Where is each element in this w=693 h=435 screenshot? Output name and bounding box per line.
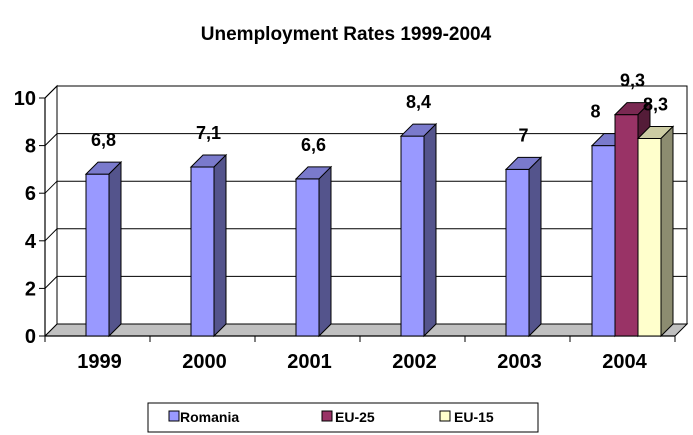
data-label: 8,4 [406, 92, 431, 112]
legend-label-eu25: EU-25 [335, 409, 375, 425]
x-axis-ticks: 1999 2000 2001 2002 2003 2004 [44, 336, 676, 373]
legend-label-romania: Romania [180, 409, 239, 425]
y-tick-label: 6 [25, 183, 36, 205]
bar-side [108, 160, 122, 338]
y-tick-label: 8 [25, 136, 36, 158]
bar-front [591, 145, 616, 337]
legend-swatch-romania [168, 410, 180, 422]
floor [43, 323, 689, 337]
gridline [44, 180, 687, 194]
data-label: 7,1 [196, 123, 221, 143]
x-tick-label: 2001 [287, 351, 332, 373]
legend-swatch-eu25 [321, 410, 333, 422]
back-wall [56, 85, 688, 325]
gridline [44, 275, 687, 289]
data-label: 8 [590, 102, 600, 122]
data-label: 6,6 [301, 135, 326, 155]
legend-label-eu15: EU-15 [454, 409, 494, 425]
legend-box [147, 402, 539, 433]
bar-eu15-2004 [636, 125, 675, 338]
bar-side [528, 156, 542, 338]
bars [84, 101, 675, 338]
x-tick-label: 2004 [602, 351, 647, 373]
bar-romania-2003 [504, 156, 543, 338]
gridline [44, 133, 687, 146]
bar-front [400, 135, 425, 337]
bar-romania-2000 [189, 153, 228, 338]
data-label: 8,3 [643, 94, 668, 114]
bar-front [637, 137, 662, 337]
bar-side [423, 122, 437, 338]
side-wall [44, 84, 58, 338]
bar-front [190, 166, 215, 337]
bar-side [213, 153, 227, 338]
legend: Romania EU-25 EU-15 [147, 402, 539, 433]
gridline [44, 228, 687, 242]
data-label: 9,3 [620, 71, 645, 91]
y-tick-label: 2 [25, 278, 36, 300]
bar-front [505, 168, 530, 337]
bar-romania-2002 [399, 122, 438, 338]
bar-side [318, 165, 332, 338]
y-tick-label: 4 [25, 231, 37, 253]
gridline [44, 85, 687, 99]
bar-front [614, 114, 639, 337]
x-tick-label: 2002 [392, 351, 437, 373]
y-tick-label: 0 [25, 326, 36, 348]
gridlines [44, 85, 687, 289]
bar-front [85, 173, 110, 337]
bar-romania-2001 [294, 165, 333, 338]
y-tick-label: 10 [14, 88, 36, 110]
x-tick-label: 2000 [182, 351, 227, 373]
data-label: 7 [518, 125, 528, 145]
plot-area [43, 84, 689, 338]
legend-swatch-eu15 [439, 410, 451, 422]
data-labels: 6,8 7,1 6,6 8,4 7 8 9,3 8,3 [91, 71, 668, 155]
x-tick-label: 2003 [497, 351, 542, 373]
data-label: 6,8 [91, 130, 116, 150]
bar-side [660, 125, 674, 338]
bar-romania-1999 [84, 160, 123, 338]
chart-title: Unemployment Rates 1999-2004 [201, 24, 492, 45]
bar-front [295, 178, 320, 337]
x-tick-label: 1999 [77, 351, 122, 373]
